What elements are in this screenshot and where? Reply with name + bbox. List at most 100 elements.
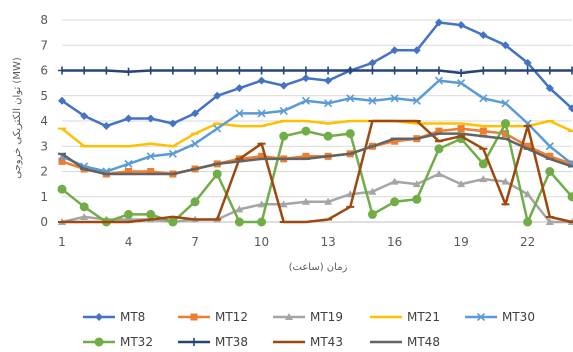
- data-point: [479, 66, 488, 75]
- data-point: [301, 197, 310, 205]
- data-point: [79, 202, 89, 212]
- x-tick-label: 10: [254, 235, 269, 249]
- data-point: [390, 197, 400, 207]
- data-point: [168, 217, 178, 227]
- data-point: [545, 218, 554, 225]
- data-point: [125, 168, 133, 175]
- legend-label: MT21: [407, 310, 440, 324]
- legend-item-mt32: MT32: [83, 335, 153, 349]
- data-point: [568, 66, 573, 75]
- series-mt38: [58, 66, 573, 78]
- data-point: [412, 46, 421, 55]
- data-point: [285, 313, 293, 320]
- y-tick-label: 4: [40, 114, 48, 128]
- data-point: [212, 169, 222, 179]
- data-point: [390, 46, 399, 55]
- data-point: [412, 194, 422, 204]
- series-mt8: [58, 18, 573, 131]
- data-point: [434, 66, 443, 75]
- legend: MT8 MT12 MT19 MT21 MT30 MT32 MT38 MT43 MT48: [83, 310, 535, 349]
- data-point: [368, 58, 377, 67]
- y-axis-title: توان الکتریکی خروجی (MW): [12, 57, 23, 179]
- data-point: [434, 18, 443, 27]
- data-point: [391, 137, 399, 145]
- x-tick-label: 19: [453, 235, 468, 249]
- data-point: [168, 149, 177, 158]
- y-tick-label: 3: [40, 139, 48, 153]
- legend-label: MT8: [120, 310, 145, 324]
- legend-item-mt8: MT8: [83, 310, 145, 324]
- legend-item-mt43: MT43: [273, 335, 343, 349]
- data-point: [94, 337, 104, 347]
- data-point: [279, 200, 288, 208]
- series-layer: [57, 18, 573, 227]
- data-point: [368, 187, 377, 195]
- data-point: [501, 177, 510, 185]
- data-point: [190, 313, 198, 321]
- data-point: [279, 66, 288, 75]
- data-point: [146, 66, 155, 75]
- data-point: [390, 94, 399, 103]
- data-point: [124, 67, 133, 76]
- data-point: [567, 192, 573, 202]
- legend-label: MT12: [215, 310, 248, 324]
- data-point: [346, 66, 355, 75]
- data-point: [80, 66, 89, 75]
- data-point: [235, 109, 244, 118]
- y-axis-ticks: 0 1 2 3 4 5 6 7 8: [40, 13, 48, 229]
- data-point: [479, 31, 488, 40]
- data-point: [147, 168, 155, 175]
- data-point: [191, 109, 200, 118]
- data-point: [302, 152, 310, 160]
- data-point: [545, 142, 554, 151]
- data-point: [190, 197, 200, 207]
- data-point: [523, 217, 533, 227]
- data-point: [412, 180, 421, 188]
- data-point: [190, 338, 198, 346]
- legend-item-mt19: MT19: [273, 310, 343, 324]
- x-tick-label: 16: [387, 235, 402, 249]
- data-point: [500, 119, 510, 129]
- x-axis-ticks: 1 4 7 10 13 16 19 22: [58, 235, 535, 249]
- data-point: [124, 114, 133, 123]
- data-point: [501, 66, 510, 75]
- y-tick-label: 5: [40, 89, 48, 103]
- y-tick-label: 7: [40, 38, 48, 52]
- y-tick-label: 8: [40, 13, 48, 27]
- data-point: [257, 66, 266, 75]
- data-point: [457, 180, 466, 188]
- x-tick-label: 1: [58, 235, 66, 249]
- legend-item-mt38: MT38: [178, 335, 248, 349]
- data-point: [234, 217, 244, 227]
- data-point: [457, 69, 466, 78]
- data-point: [168, 66, 177, 75]
- x-tick-label: 22: [520, 235, 535, 249]
- data-point: [324, 197, 333, 205]
- x-axis-title: زمان (ساعت): [289, 262, 348, 273]
- data-point: [324, 99, 333, 108]
- legend-label: MT43: [310, 335, 343, 349]
- data-point: [235, 84, 244, 93]
- legend-item-mt48: MT48: [370, 335, 440, 349]
- data-point: [479, 94, 488, 103]
- data-point: [57, 184, 67, 194]
- data-point: [257, 217, 267, 227]
- series-mt43: [58, 119, 573, 224]
- x-tick-label: 13: [320, 235, 335, 249]
- data-point: [213, 66, 222, 75]
- data-point: [434, 170, 443, 178]
- data-point: [323, 131, 333, 141]
- data-point: [457, 21, 466, 30]
- data-point: [346, 94, 355, 103]
- data-point: [191, 66, 200, 75]
- y-tick-label: 6: [40, 64, 48, 78]
- data-point: [146, 152, 155, 161]
- data-point: [235, 205, 244, 213]
- data-point: [368, 66, 377, 75]
- series-line: [61, 21, 573, 128]
- legend-label: MT48: [407, 335, 440, 349]
- data-point: [279, 81, 288, 90]
- data-point: [368, 96, 377, 105]
- data-point: [168, 119, 177, 128]
- data-point: [95, 313, 103, 321]
